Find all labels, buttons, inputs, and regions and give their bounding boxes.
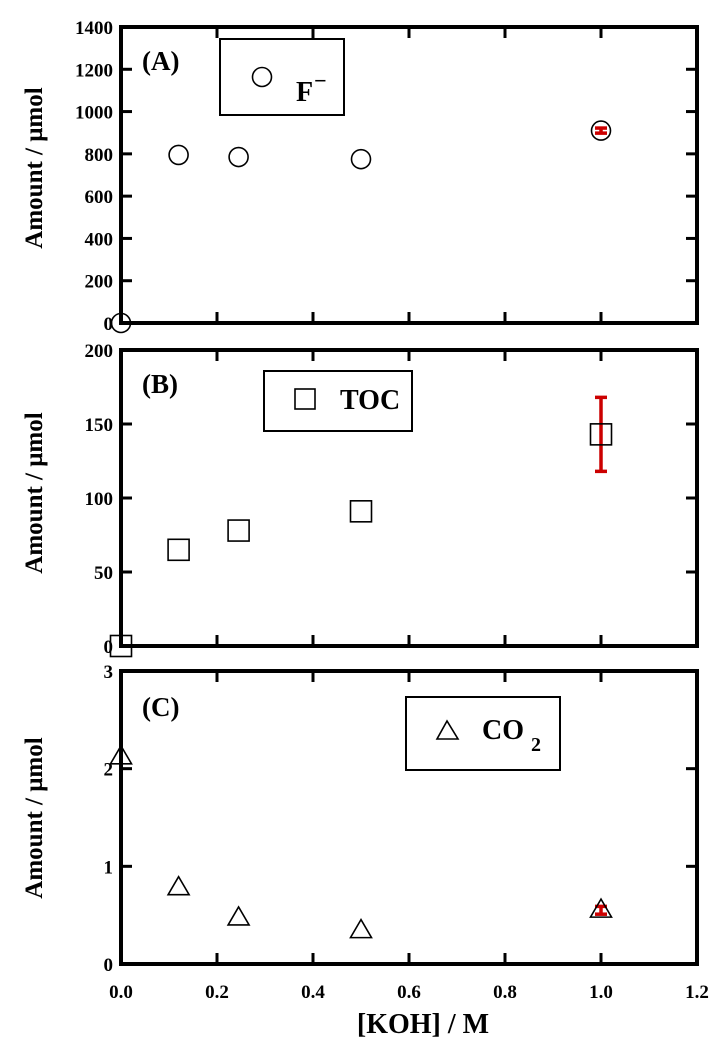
y-tick-label: 2 <box>104 760 114 781</box>
panel-b-label: (B) <box>142 369 178 399</box>
panel-b-ylabel: Amount / μmol <box>21 412 48 573</box>
panel-a-label: (A) <box>142 46 179 76</box>
panel-c-legend: CO 2 <box>405 696 561 771</box>
panel-a: 0 200 400 600 800 1000 1200 1400 (A) F − Amount… <box>21 18 699 335</box>
panel-c-ticklabels: 0 1 2 3 <box>104 662 114 976</box>
panel-b-legend-box <box>263 370 413 432</box>
y-tick-label: 0 <box>104 955 114 976</box>
panel-a-legend: F − <box>219 38 345 116</box>
y-tick-label: 800 <box>85 145 114 166</box>
data-point-square <box>167 538 190 562</box>
y-tick-label: 0 <box>104 314 114 335</box>
panel-c-label: (C) <box>142 692 179 722</box>
panel-c-xticklabels: 0.0 0.2 0.4 0.6 0.8 1.0 1.2 <box>109 982 709 1003</box>
y-tick-label: 50 <box>94 563 113 584</box>
data-point-square <box>227 519 250 542</box>
panel-a-points <box>110 120 612 334</box>
y-tick-label: 3 <box>104 662 114 683</box>
panel-a-ylabel: Amount / μmol <box>21 87 48 248</box>
panel-c-xticks <box>119 671 699 964</box>
x-tick-label: 0.6 <box>397 982 421 1003</box>
data-point-circle <box>168 144 189 166</box>
panel-b-legend-label: TOC <box>340 385 400 416</box>
panel-c-points <box>109 744 613 939</box>
panel-c-legend-box <box>405 696 561 771</box>
panel-a-legend-box <box>219 38 345 116</box>
y-tick-label: 400 <box>85 229 114 250</box>
y-tick-label: 1200 <box>75 60 113 81</box>
x-tick-label: 0.0 <box>109 982 133 1003</box>
y-tick-label: 1000 <box>75 103 113 124</box>
x-axis-label: [KOH] / M <box>357 1009 489 1040</box>
legend-square-marker <box>294 388 316 410</box>
data-point-square <box>349 500 373 523</box>
data-point-triangle <box>589 897 613 918</box>
data-point-triangle <box>109 744 133 765</box>
x-tick-label: 1.0 <box>589 982 613 1003</box>
panel-b-yticks <box>121 348 697 648</box>
data-point-circle <box>110 312 132 334</box>
y-tick-label: 200 <box>85 341 114 362</box>
data-point-triangle <box>226 905 251 926</box>
panel-a-xticks <box>119 27 699 323</box>
data-point-circle <box>228 146 249 168</box>
y-tick-label: 100 <box>85 489 114 510</box>
panel-b-legend: TOC <box>263 370 413 432</box>
panel-b: 0 50 100 150 200 (B) TOC Amount / μmol <box>21 341 699 658</box>
legend-triangle-marker <box>435 719 460 740</box>
panel-a-yticks <box>121 25 697 325</box>
data-point-square <box>589 423 613 446</box>
y-tick-label: 0 <box>104 637 114 658</box>
data-point-circle <box>350 148 372 170</box>
panel-a-ticklabels: 0 200 400 600 800 1000 1200 1400 <box>75 18 113 335</box>
y-tick-label: 600 <box>85 187 114 208</box>
panel-c-ylabel: Amount / μmol <box>21 737 48 898</box>
panel-a-legend-superscript: − <box>314 68 327 93</box>
panel-b-ticklabels: 0 50 100 150 200 <box>85 341 114 658</box>
panel-c-legend-subscript: 2 <box>531 734 541 756</box>
panel-b-points <box>109 395 613 658</box>
x-tick-label: 0.8 <box>493 982 517 1003</box>
panel-c-legend-label: CO <box>482 715 524 746</box>
panel-c-yticks <box>121 669 697 966</box>
y-tick-label: 1 <box>104 857 114 878</box>
data-point-triangle <box>349 918 373 939</box>
x-tick-label: 0.2 <box>205 982 229 1003</box>
x-tick-label: 1.2 <box>685 982 709 1003</box>
x-tick-label: 0.4 <box>301 982 325 1003</box>
y-tick-label: 200 <box>85 272 114 293</box>
panel-a-frame <box>119 25 699 325</box>
y-tick-label: 150 <box>85 415 114 436</box>
panel-c: 0 1 2 3 0.0 0.2 0.4 0.6 0.8 1.0 1.2 (C) CO 2 Amou… <box>21 662 709 1040</box>
data-point-triangle <box>166 875 191 896</box>
panel-a-legend-label: F <box>296 77 313 108</box>
panel-b-xticks <box>119 350 699 646</box>
legend-circle-marker <box>251 66 273 88</box>
y-tick-label: 1400 <box>75 18 113 39</box>
data-point-circle <box>590 120 612 141</box>
data-point-square <box>109 634 133 658</box>
